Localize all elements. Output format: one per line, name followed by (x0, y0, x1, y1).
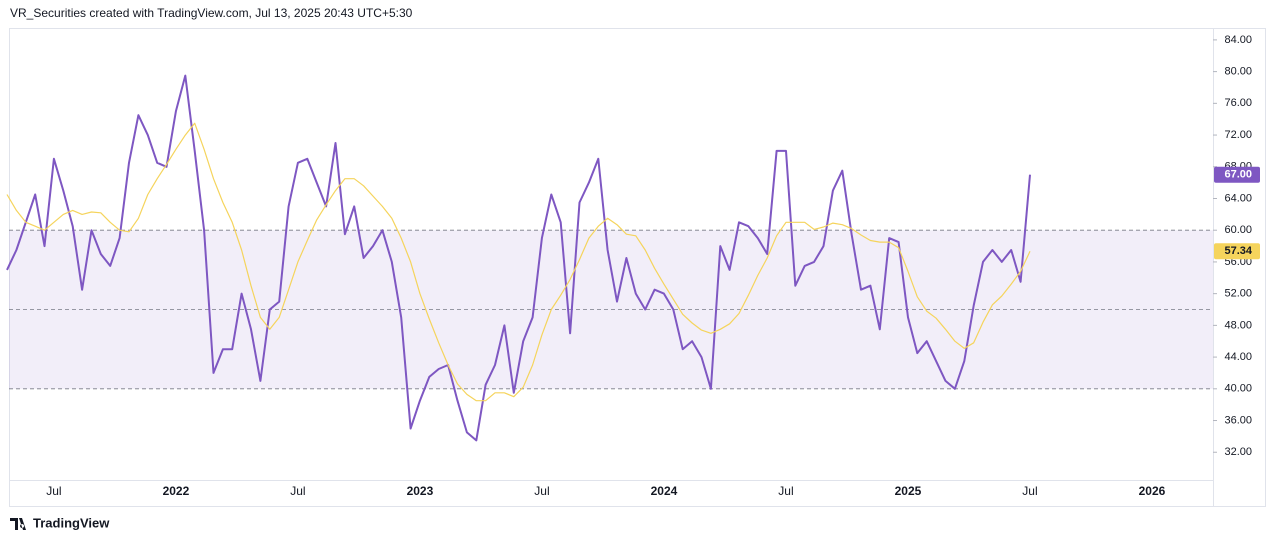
logo (10, 518, 26, 530)
x-tick-label: 2024 (651, 484, 678, 498)
value-label: 67.00 (1224, 169, 1252, 181)
logo-mark (10, 518, 26, 530)
y-tick-label: 48.00 (1224, 319, 1252, 331)
chart-frame (9, 28, 1266, 507)
y-tick-label: 36.00 (1224, 414, 1252, 426)
y-tick-label: 72.00 (1224, 129, 1252, 141)
x-tick-label: Jul (534, 484, 549, 498)
value-label-box (1214, 243, 1260, 260)
y-tick-label: 52.00 (1224, 288, 1252, 300)
y-tick-label: 32.00 (1224, 446, 1252, 458)
y-tick-label: 44.00 (1224, 351, 1252, 363)
x-tick-label: Jul (46, 484, 61, 498)
x-tick-label: Jul (290, 484, 305, 498)
x-tick-label: 2023 (407, 484, 434, 498)
y-tick-label: 64.00 (1224, 192, 1252, 204)
y-tick-label: 84.00 (1224, 34, 1252, 46)
y-tick-label: 76.00 (1224, 97, 1252, 109)
y-tick-label: 80.00 (1224, 66, 1252, 78)
series-line (6, 74, 1031, 442)
y-tick-label: 40.00 (1224, 383, 1252, 395)
footer-text: TradingView (33, 515, 110, 530)
header-text: VR_Securities created with TradingView.c… (10, 6, 413, 20)
value-label: 57.34 (1224, 245, 1252, 257)
x-tick-label: Jul (1022, 484, 1037, 498)
y-tick-label: 60.00 (1224, 224, 1252, 236)
value-label-box (1214, 166, 1260, 183)
x-tick-label: Jul (778, 484, 793, 498)
series-line (6, 122, 1031, 402)
x-tick-label: 2025 (895, 484, 922, 498)
x-tick-label: 2022 (163, 484, 190, 498)
x-tick-label: 2026 (1139, 484, 1166, 498)
